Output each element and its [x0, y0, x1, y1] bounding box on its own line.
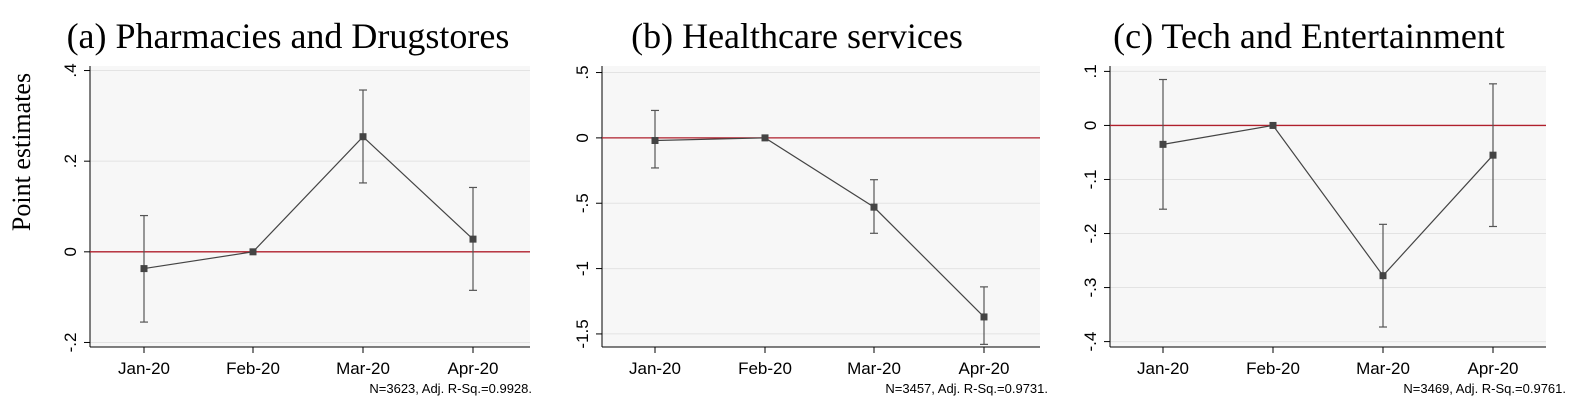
panel-c-y-tick-label: -.2 [1081, 224, 1100, 244]
panel-c-point [1379, 272, 1387, 280]
panel-c-y-tick-label: .1 [1081, 64, 1100, 78]
panel-c-series-line [1162, 124, 1494, 277]
panel-b-y-tick-label: .5 [573, 65, 592, 79]
panel-a-x-tick-label: Mar-20 [336, 359, 390, 378]
panel-c: (c) Tech and Entertainment N=3469, Adj. … [1113, 16, 1566, 396]
panel-c-x-tick-label: Apr-20 [1467, 359, 1518, 378]
panel-b: (b) Healthcare services N=3457, Adj. R-S… [631, 16, 1048, 396]
panel-c-point [1269, 121, 1277, 129]
panel-c-x-tick-label: Mar-20 [1356, 359, 1410, 378]
panel-b-y-tick-label: 0 [573, 133, 592, 142]
panel-b-point [980, 313, 988, 321]
panel-a-point [249, 248, 257, 256]
panel-a-x-tick-label: Apr-20 [447, 359, 498, 378]
panel-a-y-tick-label: .4 [61, 63, 80, 77]
panel-a-y-tick-label: .2 [61, 154, 80, 168]
panel-c-title: (c) Tech and Entertainment [1113, 16, 1505, 56]
panel-b-series-line [654, 137, 985, 318]
panel-b-y-tick-label: -.5 [573, 193, 592, 213]
panel-c-y-tick-label: 0 [1081, 121, 1100, 130]
panel-b-x-tick-label: Jan-20 [629, 359, 681, 378]
panel-b-y-tick-label: -1.5 [573, 319, 592, 348]
panel-a: (a) Pharmacies and Drugstores N=3623, Ad… [67, 16, 532, 396]
panel-c-point [1159, 140, 1167, 148]
panel-b-plot-area [602, 66, 1040, 347]
panel-a-point [140, 265, 148, 273]
panel-c-y-tick-label: -.4 [1081, 332, 1100, 352]
panel-c-note: N=3469, Adj. R-Sq.=0.9761. [1403, 381, 1566, 396]
panel-a-point [469, 235, 477, 243]
panel-c-point [1489, 151, 1497, 159]
y-axis-label: Point estimates [7, 73, 36, 231]
panel-b-title: (b) Healthcare services [631, 16, 963, 56]
panel-b-note: N=3457, Adj. R-Sq.=0.9731. [885, 381, 1048, 396]
panel-b-point [761, 134, 769, 142]
panel-b-x-tick-label: Apr-20 [958, 359, 1009, 378]
panel-a-point [359, 133, 367, 141]
panel-a-plot: -.2 0 .2 .4 Jan-20 Feb-20 Mar-20 Apr-20 [61, 63, 530, 378]
panel-c-y-tick-label: -.1 [1081, 170, 1100, 190]
panel-a-title: (a) Pharmacies and Drugstores [67, 16, 510, 56]
panel-c-y-tick-label: -.3 [1081, 278, 1100, 298]
panel-b-x-tick-label: Mar-20 [847, 359, 901, 378]
panel-c-plot: -.4 -.3 -.2 -.1 0 .1 Jan-20 Feb-20 Mar-20 Apr-20 [1081, 64, 1546, 378]
panel-a-plot-area [90, 66, 530, 347]
panel-c-plot-area [1110, 66, 1546, 347]
panel-c-x-tick-label: Feb-20 [1246, 359, 1300, 378]
panel-b-point [870, 203, 878, 211]
panel-b-plot: -1.5 -1 -.5 0 .5 Jan-20 Feb-20 Mar-20 Apr-20 [573, 65, 1040, 378]
panel-a-note: N=3623, Adj. R-Sq.=0.9928. [369, 381, 532, 396]
panel-a-y-tick-label: -.2 [61, 333, 80, 353]
panel-a-x-tick-label: Feb-20 [226, 359, 280, 378]
panel-b-point [651, 136, 659, 144]
panel-a-y-tick-label: 0 [61, 247, 80, 256]
panel-c-x-tick-label: Jan-20 [1137, 359, 1189, 378]
panel-b-y-tick-label: -1 [573, 261, 592, 276]
panel-a-series-line [143, 135, 474, 270]
panel-b-x-tick-label: Feb-20 [738, 359, 792, 378]
panel-a-x-tick-label: Jan-20 [118, 359, 170, 378]
